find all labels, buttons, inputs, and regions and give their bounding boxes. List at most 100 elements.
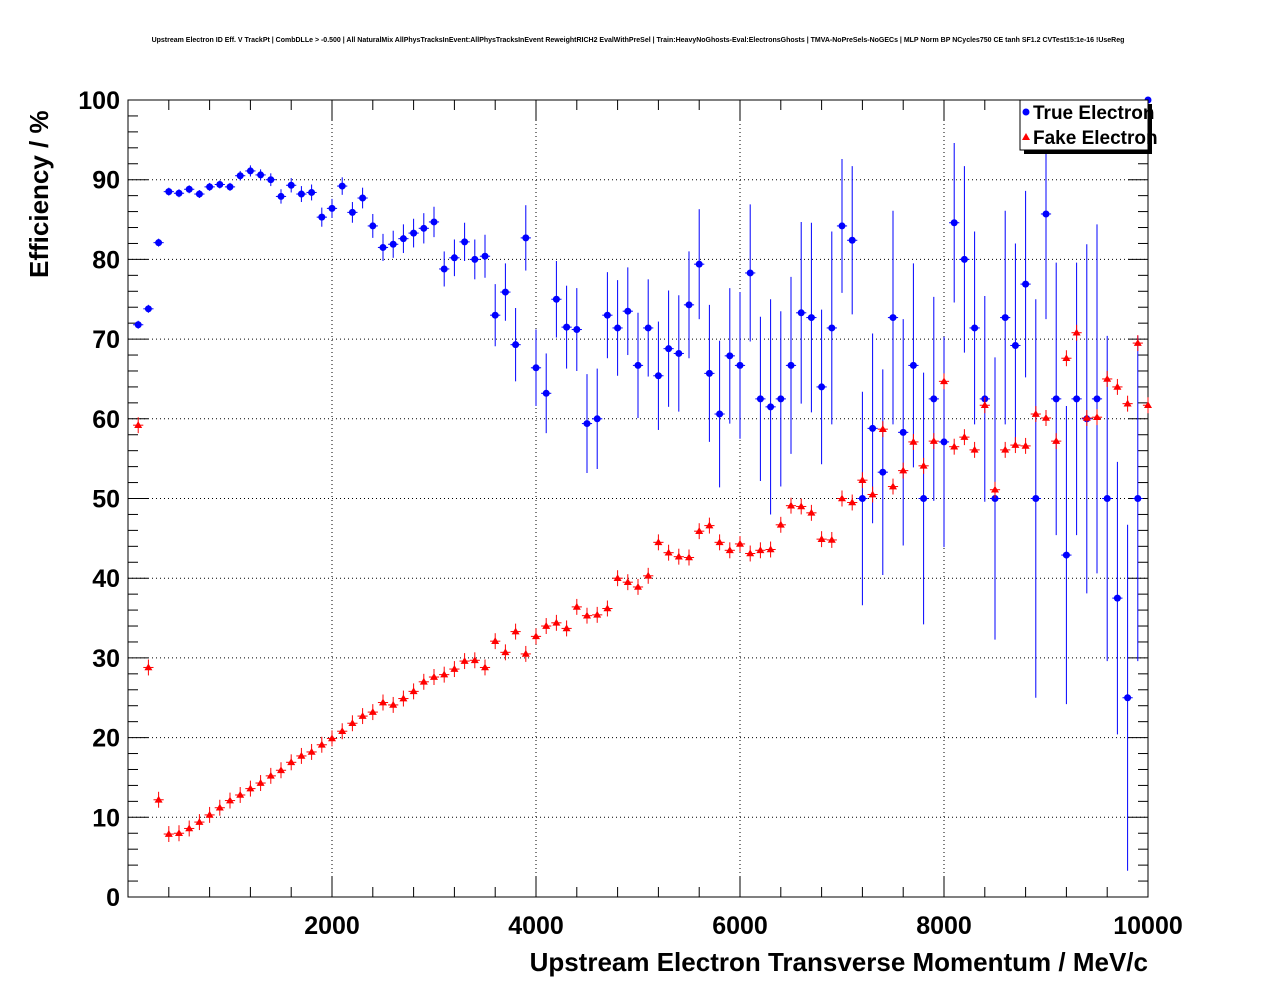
data-point [1052,395,1060,403]
data-point [685,301,693,309]
data-point [1113,382,1122,390]
data-point [940,438,948,446]
data-point [389,700,398,708]
data-point [236,790,245,798]
data-point [175,829,183,837]
y-tick-label: 70 [92,326,120,354]
data-point [1052,437,1061,444]
data-point [991,485,999,493]
legend: True Electron Fake Electron [1019,99,1158,154]
data-point [491,637,500,644]
data-point [409,687,418,695]
data-point [1031,410,1040,417]
data-point [338,727,347,735]
data-point [154,795,163,803]
data-point [623,578,632,585]
data-point [980,401,989,409]
data-point [460,657,469,664]
data-point [359,194,367,202]
data-point [583,420,591,428]
data-point [776,520,785,528]
data-point [256,779,265,786]
data-point [1093,413,1101,421]
data-point [368,708,377,715]
data-point [358,712,367,719]
x-tick-label: 6000 [712,912,768,940]
data-point [175,189,183,197]
data-point [328,204,336,212]
data-point [950,219,958,227]
data-point [746,549,755,557]
data-point [185,185,193,193]
data-point [287,181,295,189]
data-point [307,747,316,755]
data-point [246,167,254,175]
data-point [236,172,244,180]
data-point [572,602,581,610]
data-point [348,208,356,216]
data-point [899,466,908,474]
y-tick-label: 30 [92,645,120,673]
data-point [205,810,214,818]
data-point [736,361,744,369]
series-fake-electron [133,324,1152,843]
data-point [328,734,336,742]
data-point [817,535,826,542]
chart-title: Upstream Electron ID Eff. V TrackPt | Co… [152,37,1125,44]
data-point [634,361,642,369]
data-point [613,574,622,581]
data-point [246,784,255,792]
data-point [716,410,724,418]
data-point [532,632,540,640]
data-point [827,535,836,543]
data-point [226,796,234,804]
axis-ticks: 2000 4000 6000 8000 10000 0 10 20 30 40 50 60 70 80 90… [78,87,1182,940]
y-tick-label: 20 [92,725,120,753]
data-point [144,305,152,313]
data-point [1062,551,1070,559]
data-point [481,663,489,671]
data-point [960,255,968,263]
data-point [930,395,938,403]
data-point [1133,339,1142,346]
data-point [674,552,683,560]
data-point [756,546,765,554]
data-point [1011,341,1019,349]
data-point [379,243,387,251]
x-tick-label: 10000 [1113,912,1183,940]
data-point [389,240,397,248]
data-point [521,649,530,657]
data-point [878,425,887,432]
data-point [858,495,866,502]
data-point [542,622,551,629]
y-tick-label: 80 [92,246,120,274]
y-tick-label: 50 [92,486,120,514]
data-point [134,421,143,428]
data-point [848,498,857,506]
data-point [838,494,846,502]
data-point [736,539,744,547]
data-point [317,740,326,748]
x-tick-label: 2000 [304,912,360,940]
data-point [552,618,561,626]
data-point [1042,210,1050,218]
data-point [277,766,285,774]
data-point [399,694,408,702]
data-point [1082,414,1091,421]
data-point [644,571,653,579]
data-point [726,352,734,360]
data-point [450,665,459,672]
data-point [624,307,632,315]
y-tick-label: 40 [92,565,120,593]
data-point [164,830,173,837]
data-point [461,238,469,246]
data-point [1022,280,1030,288]
data-point [970,445,979,453]
data-point [216,180,224,188]
data-point [1103,495,1111,502]
data-point [155,239,163,247]
data-point [206,183,214,191]
x-axis-label: Upstream Electron Transverse Momentum / … [530,947,1148,977]
data-point [1011,441,1020,448]
data-point [266,771,275,779]
